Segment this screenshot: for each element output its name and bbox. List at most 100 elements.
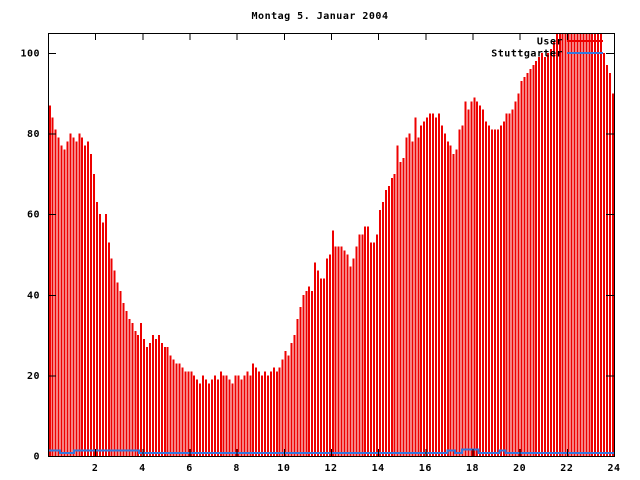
bar [205, 379, 207, 456]
bar [496, 129, 499, 456]
bar [499, 125, 502, 456]
y-tick-label: 80 [27, 129, 40, 140]
bar [264, 371, 266, 456]
bar [269, 371, 272, 456]
bar [210, 379, 213, 456]
bar [149, 343, 151, 456]
bar [564, 33, 567, 456]
bar [549, 49, 552, 456]
bar [261, 375, 264, 456]
bar [240, 379, 243, 456]
bar [293, 335, 296, 456]
bar [485, 121, 488, 456]
bar [508, 113, 511, 457]
bar [482, 109, 485, 457]
bar [69, 133, 72, 456]
user-bars-series [48, 33, 614, 457]
bar [228, 379, 231, 456]
bar [143, 339, 146, 456]
bar [585, 33, 588, 456]
bar [588, 33, 591, 456]
bar [104, 214, 107, 456]
bar [63, 149, 66, 456]
bar [449, 145, 452, 456]
bar [443, 133, 446, 456]
bar [414, 117, 417, 456]
bar [110, 258, 113, 456]
bar [296, 319, 299, 456]
bar [458, 129, 461, 456]
bar [379, 210, 381, 456]
bar [355, 246, 358, 456]
bar [402, 157, 405, 457]
bar [538, 57, 541, 456]
bar [440, 125, 443, 456]
bar [423, 121, 426, 456]
y-tick-label: 0 [33, 452, 40, 463]
bar [54, 129, 57, 456]
bar [72, 137, 75, 456]
bar [222, 375, 225, 456]
bar [323, 278, 325, 456]
bar [290, 343, 293, 456]
bar [152, 335, 154, 456]
bar [281, 359, 284, 456]
bar [284, 351, 287, 456]
x-tick-label: 18 [466, 463, 479, 474]
bar [361, 234, 364, 456]
bar [426, 117, 429, 456]
bar [140, 323, 143, 456]
x-tick-label: 24 [607, 463, 620, 474]
bar [570, 33, 573, 456]
bar [154, 339, 157, 456]
bar [208, 383, 210, 456]
bar [101, 222, 104, 456]
bar [328, 254, 331, 456]
bar [479, 105, 482, 457]
bar [606, 65, 608, 456]
bar [417, 137, 420, 456]
bar [90, 153, 93, 457]
x-tick-label: 2 [92, 463, 99, 474]
bar [48, 105, 51, 457]
bar [511, 109, 514, 457]
bar [246, 371, 249, 456]
bar [187, 371, 190, 456]
bar [311, 290, 314, 456]
bar [119, 290, 122, 456]
bar [252, 363, 255, 456]
bar [169, 355, 172, 457]
bar [320, 278, 322, 456]
bar [107, 242, 110, 456]
bar [505, 113, 508, 457]
bar [464, 101, 467, 457]
bar [249, 375, 252, 456]
bar [337, 246, 340, 456]
bar [299, 306, 302, 456]
bar [193, 375, 196, 456]
bar [213, 375, 216, 456]
bar [573, 33, 576, 456]
bar [405, 137, 408, 456]
bar [87, 141, 90, 456]
bar [600, 33, 603, 456]
bar [488, 125, 490, 456]
legend-label: User [537, 37, 563, 48]
bar [461, 125, 464, 456]
bar [278, 367, 281, 456]
x-tick-label: 12 [324, 463, 337, 474]
bar [408, 133, 411, 456]
bar [396, 145, 399, 456]
x-tick-label: 6 [186, 463, 193, 474]
bar [473, 97, 476, 457]
bar [199, 383, 202, 456]
bar [314, 262, 317, 456]
bar [287, 355, 290, 457]
bar [60, 145, 63, 456]
bar [331, 230, 334, 456]
bar [266, 375, 269, 456]
bar [51, 117, 54, 456]
bar [555, 33, 558, 456]
bar [175, 363, 178, 456]
bar [567, 33, 570, 456]
